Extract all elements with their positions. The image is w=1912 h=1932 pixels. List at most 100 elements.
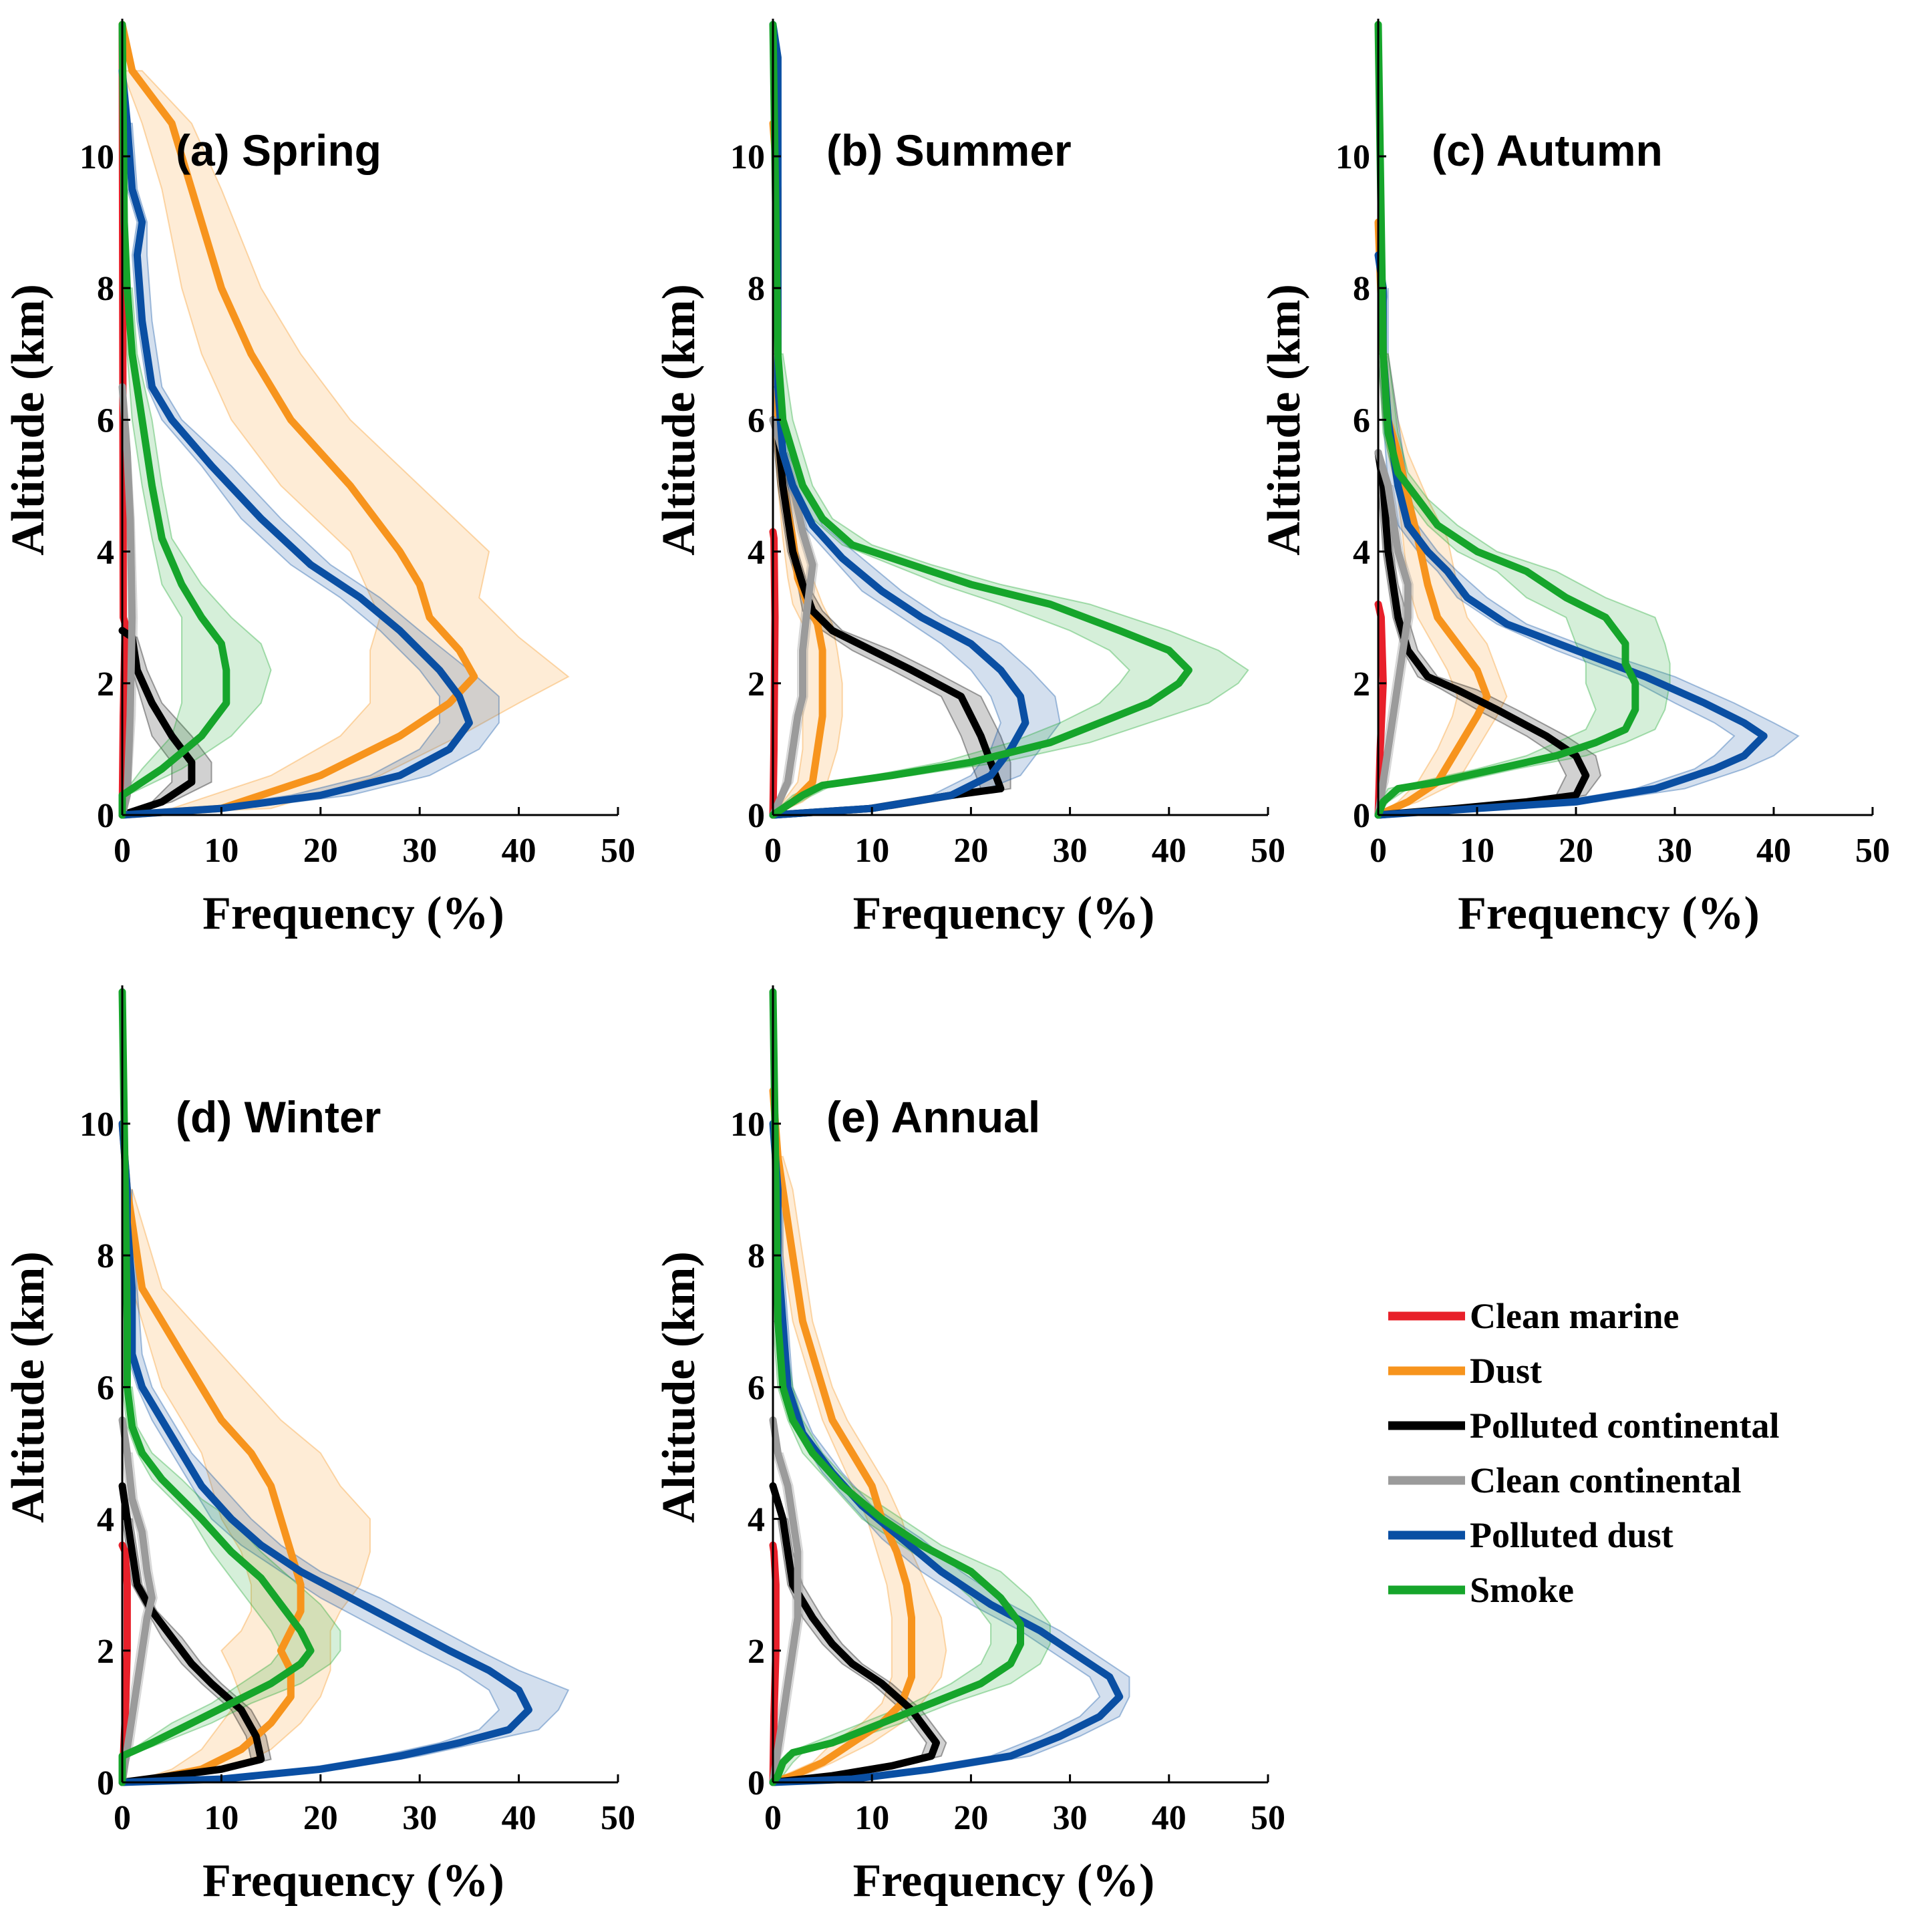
x-tick-label: 20 (953, 832, 988, 870)
x-tick-label: 50 (1251, 832, 1285, 870)
y-tick-label: 4 (748, 1501, 765, 1539)
y-tick-label: 10 (79, 138, 114, 176)
y-tick-label: 2 (748, 665, 765, 703)
x-tick-label: 50 (601, 832, 635, 870)
x-tick-label: 10 (204, 832, 238, 870)
panel-b-summer: 0 10 20 30 40 50 0 2 4 6 8 10 Frequency (%) Altitude … (653, 19, 1285, 939)
line-clean-marine (118, 1541, 131, 1786)
legend-label: Clean continental (1470, 1460, 1742, 1500)
y-tick-label: 10 (730, 138, 765, 176)
line-dust (118, 21, 478, 819)
line-clean-continental (769, 1416, 802, 1786)
y-axis-label: Altitude (km) (3, 1251, 54, 1522)
y-tick-label: 0 (748, 797, 765, 835)
y-tick-label: 6 (748, 1369, 765, 1407)
y-tick-label: 6 (1353, 401, 1370, 440)
y-tick-label: 4 (748, 534, 765, 572)
x-tick-label: 0 (764, 832, 782, 870)
x-tick-label: 20 (953, 1799, 988, 1837)
x-tick-label: 50 (1855, 832, 1890, 870)
y-tick-label: 4 (97, 1501, 114, 1539)
y-axis-label: Altitude (km) (1259, 284, 1310, 555)
x-tick-label: 30 (1053, 832, 1088, 870)
x-axis-label: Frequency (%) (202, 888, 504, 939)
y-axis-label: Altitude (km) (653, 1251, 705, 1522)
line-polluted-dust (118, 67, 473, 819)
line-smoke (1374, 21, 1639, 819)
x-tick-label: 50 (601, 1799, 635, 1837)
line-smoke (118, 988, 315, 1786)
y-tick-label: 6 (748, 401, 765, 440)
x-tick-label: 20 (303, 1799, 338, 1837)
y-tick-label: 0 (748, 1764, 765, 1802)
x-axis-label: Frequency (%) (853, 1855, 1155, 1907)
panel-title: (b) Summer (826, 126, 1072, 175)
line-smoke (769, 988, 1024, 1786)
line-polluted-dust (118, 1120, 532, 1786)
y-tick-label: 10 (1335, 138, 1370, 176)
y-axis-label: Altitude (km) (3, 284, 54, 555)
legend-item-clean-continental: Clean continental (1388, 1460, 1742, 1500)
x-axis-label: Frequency (%) (202, 1855, 504, 1907)
y-tick-label: 2 (748, 1633, 765, 1671)
legend-label: Clean marine (1470, 1296, 1679, 1336)
y-tick-label: 6 (97, 401, 114, 440)
legend: Clean marine Dust Polluted continental Clea… (1388, 1296, 1780, 1610)
x-tick-label: 30 (402, 832, 437, 870)
y-tick-label: 8 (97, 270, 114, 308)
panel-e-annual: 0 10 20 30 40 50 0 2 4 6 8 10 Frequency (%) Altitude … (653, 985, 1285, 1907)
line-smoke (769, 21, 1192, 819)
legend-item-polluted-continental: Polluted continental (1388, 1406, 1780, 1446)
y-tick-label: 2 (97, 1633, 114, 1671)
legend-item-dust: Dust (1388, 1351, 1542, 1391)
band-dust (121, 69, 570, 816)
line-dust (118, 1120, 305, 1786)
x-tick-label: 40 (1756, 832, 1791, 870)
line-smoke (118, 21, 230, 819)
x-tick-label: 40 (1152, 1799, 1186, 1837)
x-axis-label: Frequency (%) (1458, 888, 1760, 939)
y-tick-label: 8 (748, 1237, 765, 1275)
y-tick-label: 4 (1353, 534, 1370, 572)
line-polluted-continental (1374, 449, 1590, 819)
band-polluted-dust (121, 1189, 570, 1783)
y-tick-label: 10 (79, 1106, 114, 1144)
panel-c-autumn: 0 10 20 30 40 50 0 2 4 6 8 10 Frequency (%) Altitude … (1259, 19, 1890, 939)
x-tick-label: 0 (114, 1799, 131, 1837)
y-tick-label: 0 (97, 1764, 114, 1802)
legend-label: Polluted dust (1470, 1515, 1674, 1555)
x-tick-label: 40 (502, 832, 536, 870)
panel-title: (a) Spring (176, 126, 381, 175)
line-polluted-continental (769, 1482, 940, 1786)
y-tick-label: 8 (1353, 270, 1370, 308)
legend-item-clean-marine: Clean marine (1388, 1296, 1679, 1336)
x-tick-label: 0 (114, 832, 131, 870)
panel-title: (c) Autumn (1432, 126, 1663, 175)
y-tick-label: 2 (97, 665, 114, 703)
line-polluted-dust (769, 1120, 1124, 1786)
x-tick-label: 10 (204, 1799, 238, 1837)
y-tick-label: 0 (97, 797, 114, 835)
panel-title: (e) Annual (826, 1092, 1040, 1142)
y-tick-label: 8 (748, 270, 765, 308)
y-tick-label: 10 (730, 1106, 765, 1144)
x-tick-label: 30 (1053, 1799, 1088, 1837)
legend-label: Smoke (1470, 1570, 1574, 1610)
panel-title: (d) Winter (176, 1092, 381, 1142)
band-smoke (120, 287, 272, 796)
y-tick-label: 6 (97, 1369, 114, 1407)
legend-item-smoke: Smoke (1388, 1570, 1574, 1610)
x-tick-label: 20 (303, 832, 338, 870)
line-clean-continental (118, 1416, 156, 1786)
line-clean-continental (1374, 449, 1412, 819)
line-polluted-continental (769, 416, 1005, 819)
y-tick-label: 2 (1353, 665, 1370, 703)
line-polluted-continental (118, 1482, 265, 1786)
y-tick-label: 8 (97, 1237, 114, 1275)
legend-label: Polluted continental (1470, 1406, 1780, 1446)
x-tick-label: 0 (764, 1799, 782, 1837)
x-tick-label: 0 (1370, 832, 1387, 870)
x-axis-label: Frequency (%) (853, 888, 1155, 939)
x-tick-label: 40 (502, 1799, 536, 1837)
